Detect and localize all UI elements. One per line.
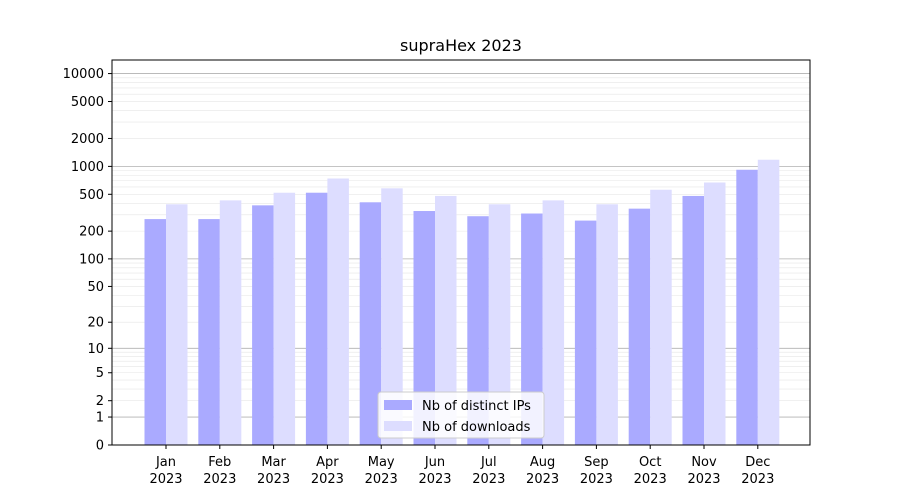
x-tick-month: Feb (208, 455, 231, 470)
bar-downloads-mar (273, 192, 296, 445)
x-tick-year: 2023 (687, 472, 720, 487)
x-axis: Jan 2023 Feb 2023 Mar 2023 Apr 2023 May 2023 Jun 20… (149, 445, 774, 487)
bar-distinct-ips-aug (521, 213, 543, 445)
y-tick-label: 10 (87, 342, 104, 357)
y-tick-label: 2 (96, 394, 104, 409)
x-tick-month: Mar (261, 455, 286, 470)
x-tick-label: Jul 2023 (472, 455, 505, 487)
x-tick-label: May 2023 (365, 455, 398, 487)
x-tick-month: Nov (691, 455, 717, 470)
bar-distinct-ips-sep (574, 220, 597, 445)
legend-label: Nb of distinct IPs (422, 399, 531, 414)
bar-downloads-jul (488, 204, 511, 445)
bar-downloads-jan (166, 204, 188, 445)
x-tick-month: Dec (745, 455, 770, 470)
x-tick-year: 2023 (365, 472, 398, 487)
x-tick-month: Sep (584, 455, 609, 470)
x-tick-year: 2023 (526, 472, 559, 487)
bar-distinct-ips-nov (682, 195, 704, 445)
y-tick-label: 500 (79, 188, 104, 203)
bar-downloads-sep (596, 204, 618, 445)
x-tick-month: Jul (480, 455, 497, 470)
bar-downloads-may (381, 188, 403, 445)
bar-distinct-ips-mar (252, 205, 274, 445)
bar-downloads-feb (219, 200, 242, 445)
x-tick-label: Jan 2023 (149, 455, 182, 487)
y-tick-label: 200 (79, 225, 104, 240)
x-tick-year: 2023 (741, 472, 774, 487)
x-tick-month: Aug (530, 455, 555, 470)
bar-downloads-nov (704, 182, 726, 445)
x-tick-label: Nov 2023 (687, 455, 720, 487)
x-tick-year: 2023 (257, 472, 290, 487)
chart-title: supraHex 2023 (400, 36, 522, 55)
x-tick-month: Oct (639, 455, 661, 470)
bar-distinct-ips-feb (198, 219, 220, 445)
bar-distinct-ips-jul (467, 216, 489, 445)
x-tick-year: 2023 (418, 472, 451, 487)
bar-distinct-ips-jan (144, 219, 166, 445)
x-tick-year: 2023 (149, 472, 182, 487)
x-tick-month: Apr (316, 455, 339, 470)
y-tick-label: 0 (96, 439, 104, 454)
y-tick-label: 5 (96, 366, 104, 381)
x-tick-month: Jun (424, 455, 445, 470)
x-tick-label: Jun 2023 (418, 455, 451, 487)
x-tick-year: 2023 (203, 472, 236, 487)
x-tick-label: Sep 2023 (580, 455, 613, 487)
legend-swatch (384, 400, 412, 410)
x-tick-month: May (368, 455, 395, 470)
x-tick-year: 2023 (472, 472, 505, 487)
x-tick-label: Aug 2023 (526, 455, 559, 487)
plot-frame (111, 59, 811, 446)
x-tick-label: Dec 2023 (741, 455, 774, 487)
y-axis: 0 1 2 5 10 20 50 100 200 500 1000 2000 5000 10000 (63, 67, 112, 454)
bar-downloads-jun (435, 195, 457, 445)
bar-downloads-aug (542, 200, 565, 445)
y-tick-label: 1000 (71, 160, 104, 175)
y-tick-label: 50 (87, 280, 104, 295)
y-tick-label: 20 (87, 316, 104, 331)
bar-downloads-oct (650, 189, 672, 445)
x-tick-label: Apr 2023 (311, 455, 344, 487)
x-tick-year: 2023 (311, 472, 344, 487)
x-tick-month: Jan (155, 455, 176, 470)
bar-distinct-ips-oct (628, 208, 651, 445)
legend: Nb of distinct IPs Nb of downloads (377, 391, 545, 439)
legend-box (377, 391, 545, 439)
bar-downloads-apr (327, 178, 349, 445)
bars (144, 159, 780, 445)
y-tick-label: 10000 (63, 67, 104, 82)
x-tick-label: Feb 2023 (203, 455, 236, 487)
bar-distinct-ips-dec (736, 169, 758, 445)
x-tick-label: Oct 2023 (634, 455, 667, 487)
legend-swatch (384, 421, 412, 431)
bar-distinct-ips-jun (413, 211, 435, 445)
y-tick-label: 1 (96, 411, 104, 426)
bar-distinct-ips-may (359, 202, 382, 445)
bar-distinct-ips-apr (305, 192, 328, 445)
y-tick-label: 5000 (71, 95, 104, 110)
bar-downloads-dec (757, 159, 780, 445)
x-tick-year: 2023 (634, 472, 667, 487)
y-tick-label: 2000 (71, 132, 104, 147)
y-tick-label: 100 (79, 252, 104, 267)
x-tick-label: Mar 2023 (257, 455, 290, 487)
legend-label: Nb of downloads (422, 420, 531, 435)
x-tick-year: 2023 (580, 472, 613, 487)
